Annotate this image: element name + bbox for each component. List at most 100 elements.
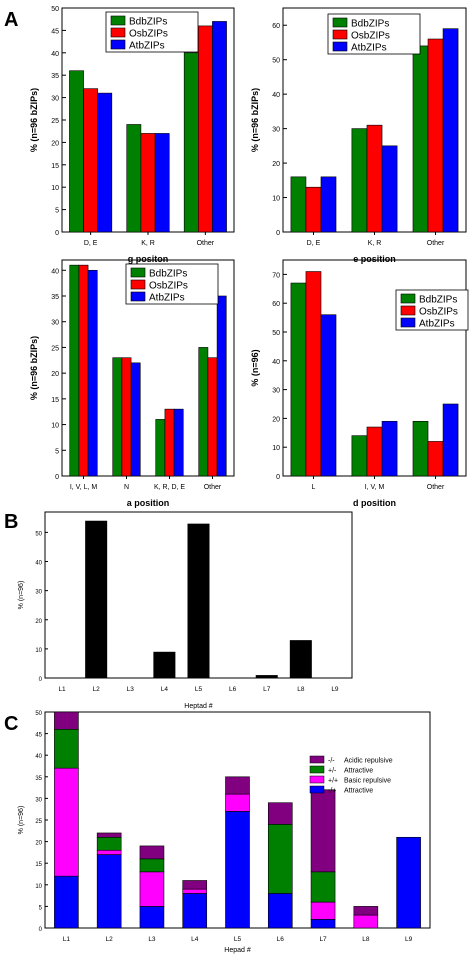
y-tick-label: 30 [35, 590, 42, 596]
y-tick-label: 25 [51, 118, 59, 125]
x-axis-label: Heptad # [184, 703, 213, 710]
y-tick-label: 0 [39, 677, 43, 683]
bar [97, 92, 113, 233]
bar-segment [96, 832, 122, 838]
x-tick-label: L8 [297, 686, 305, 693]
legend-label: OsbZIPs [149, 281, 188, 292]
y-tick-label: 50 [35, 531, 42, 537]
bar [381, 420, 398, 477]
y-tick-label: 0 [55, 474, 59, 481]
y-tick-label: 0 [276, 230, 280, 237]
y-tick-label: 50 [35, 711, 42, 717]
x-tick-label: Other [197, 240, 215, 247]
legend-label: OsbZIPs [419, 307, 458, 318]
y-tick-label: 30 [272, 388, 280, 395]
y-axis-label: % (n=96) [250, 349, 260, 386]
y-tick-label: 70 [272, 272, 280, 279]
x-tick-label: N [124, 484, 129, 491]
legend-swatch [130, 291, 146, 302]
bar-segment [182, 888, 208, 894]
x-tick-label: L1 [63, 936, 71, 943]
legend-swatch [130, 279, 146, 290]
y-axis-label: % (n=96 bZIPs) [29, 88, 39, 152]
chart-heptad: 0 10 20 30 40 50 L1 L2 L3 L4 L5 L6 L7 L8 L9 Heptad # % (… [18, 511, 353, 710]
y-axis-label: % (n=96 bZIPs) [29, 336, 39, 400]
bar-segment [267, 824, 293, 894]
x-tick-label: L7 [263, 686, 271, 693]
x-axis-label: Hepad # [224, 947, 251, 954]
bar [427, 441, 444, 477]
x-tick-label: L6 [229, 686, 237, 693]
panel-letter-b: B [4, 511, 18, 533]
y-tick-label: 20 [35, 619, 42, 625]
legend-swatch [400, 293, 416, 304]
x-tick-label: L9 [405, 936, 413, 943]
bar [255, 675, 278, 678]
y-tick-label: 35 [51, 73, 59, 80]
bar-segment [54, 767, 79, 877]
bar [85, 520, 108, 678]
y-tick-label: 40 [51, 268, 59, 275]
panel-letter-c: C [4, 713, 18, 735]
bar [69, 264, 80, 477]
y-tick-label: 5 [39, 905, 43, 911]
y-tick-label: 40 [35, 561, 42, 567]
y-tick-label: 20 [51, 140, 59, 147]
bar-segment [310, 919, 336, 929]
bar-segment [396, 836, 421, 929]
panel-letter-a: A [4, 9, 18, 31]
y-tick-label: 10 [35, 648, 42, 654]
bar [290, 176, 307, 233]
y-tick-label: 40 [272, 359, 280, 366]
plot-frame [61, 259, 235, 477]
legend-label: BdbZIPs [419, 295, 457, 306]
legend-label: AtbZIPs [419, 319, 455, 330]
bar [154, 133, 170, 233]
y-tick-label: 30 [51, 320, 59, 327]
bar [140, 133, 156, 233]
y-tick-label: 40 [35, 754, 42, 760]
y-axis-label: % (n=96) [18, 806, 25, 835]
bar-segment [225, 793, 250, 812]
bar [187, 523, 210, 678]
y-tick-label: 10 [272, 445, 280, 452]
x-tick-label: L9 [331, 686, 339, 693]
legend-swatch [309, 785, 325, 794]
bar-segment [139, 845, 165, 860]
x-tick-label: L2 [106, 936, 114, 943]
chart-stacked-heptad: 0 5 10 15 20 25 30 35 40 45 50 L1 L2 L3 L4 L5 L6 L7 L8 L9 He… [18, 711, 431, 954]
bar [83, 88, 99, 233]
legend-label: AtbZIPs [149, 293, 185, 304]
x-tick-label: L3 [148, 936, 156, 943]
x-tick-label: L7 [319, 936, 327, 943]
legend-label: Attractive [344, 788, 373, 795]
bar-segment [182, 880, 208, 890]
bar [289, 640, 312, 678]
bar [130, 362, 141, 477]
y-tick-label: 40 [51, 51, 59, 58]
bar [351, 435, 368, 477]
x-tick-label: L5 [195, 686, 203, 693]
bar-segment [310, 789, 336, 873]
bar [126, 124, 142, 233]
bar [78, 264, 89, 477]
y-tick-label: 30 [272, 127, 280, 134]
y-tick-label: 15 [51, 397, 59, 404]
bar [320, 176, 337, 233]
y-tick-label: 10 [272, 196, 280, 203]
legend-symbol: -/- [328, 758, 335, 765]
bar [198, 347, 209, 477]
legend-label: BdbZIPs [351, 19, 389, 30]
x-tick-label: L [312, 484, 316, 491]
y-tick-label: 20 [35, 841, 42, 847]
y-tick-label: 25 [51, 345, 59, 352]
x-tick-label: K, R [141, 240, 155, 247]
bar [290, 282, 307, 477]
legend-swatch [400, 305, 416, 316]
legend-swatch [309, 755, 325, 764]
legend-label: BdbZIPs [149, 269, 187, 280]
y-tick-label: 10 [51, 185, 59, 192]
x-tick-label: L4 [191, 936, 199, 943]
y-tick-label: 10 [51, 423, 59, 430]
y-axis-label: % (n=96 bZIPs) [250, 88, 260, 152]
